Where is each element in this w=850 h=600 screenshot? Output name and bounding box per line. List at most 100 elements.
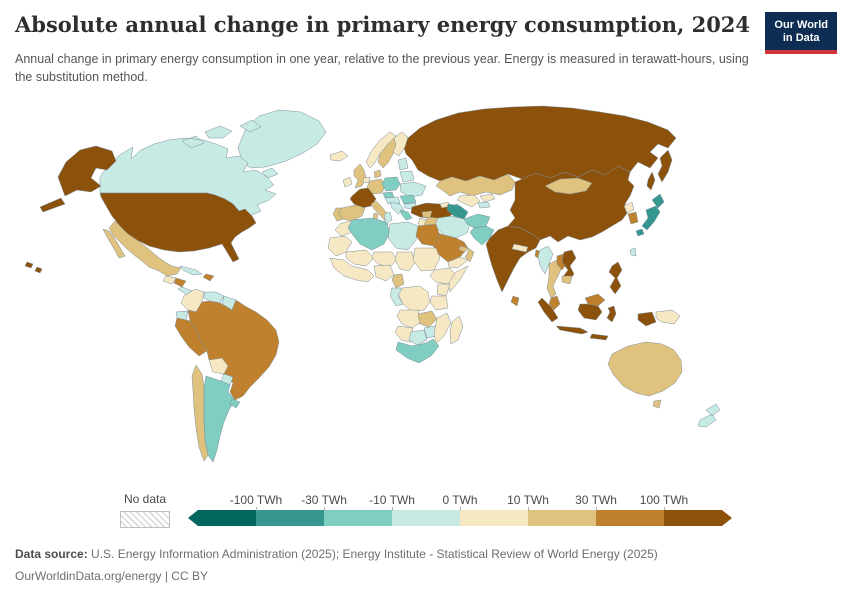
region-uzbekistan[interactable]: Uzbekistan xyxy=(456,194,481,208)
region-malaysia[interactable]: Malaysia xyxy=(548,293,606,311)
region-yemen[interactable]: Yemen xyxy=(447,256,469,269)
region-canada[interactable]: Canada xyxy=(99,119,279,217)
region-hispaniola[interactable]: Dominican Republic xyxy=(202,273,215,282)
legend-tick-label: 100 TWh xyxy=(639,493,689,507)
region-denmark[interactable]: Denmark xyxy=(373,169,382,179)
region-united-states[interactable]: United States xyxy=(24,145,257,274)
region-iceland[interactable]: Iceland xyxy=(329,150,349,162)
legend-tick-label: -100 TWh xyxy=(229,493,283,507)
region-austria-hungary[interactable]: Hungary xyxy=(384,196,401,205)
region-mongolia[interactable]: Mongolia xyxy=(544,177,593,195)
region-drc[interactable]: Democratic Republic of Congo xyxy=(397,285,431,313)
region-new-zealand[interactable]: New Zealand xyxy=(697,403,721,428)
legend-color-bar xyxy=(188,510,732,526)
region-philippines[interactable]: Philippines xyxy=(608,261,623,295)
region-greece[interactable]: Greece xyxy=(399,209,413,221)
region-egypt[interactable]: Egypt xyxy=(415,223,441,247)
region-somalia[interactable]: Somalia xyxy=(447,265,469,293)
region-sudan[interactable]: Sudan xyxy=(412,247,441,272)
legend-segment-b5[interactable] xyxy=(460,510,528,526)
region-mali[interactable]: Mali xyxy=(345,249,375,267)
region-bolivia[interactable]: Bolivia xyxy=(208,357,229,375)
region-portugal[interactable]: Portugal xyxy=(332,207,344,222)
region-oman[interactable]: Oman xyxy=(464,247,475,263)
region-kenya[interactable]: Kenya xyxy=(436,283,451,297)
region-botswana[interactable]: Botswana xyxy=(408,329,428,346)
region-honduras[interactable]: Honduras xyxy=(173,277,187,288)
legend-color-scale: -100 TWh -30 TWh -10 TWh 0 TWh 10 TWh 30 TWh 1… xyxy=(188,492,732,526)
region-guatemala[interactable]: Guatemala xyxy=(162,275,177,285)
region-kazakhstan[interactable]: Kazakhstan xyxy=(435,173,516,197)
no-data-swatch[interactable] xyxy=(120,511,170,528)
region-germany[interactable]: Germany xyxy=(366,178,386,195)
region-west-africa[interactable]: West Africa xyxy=(329,257,375,283)
legend-segment-b3[interactable] xyxy=(324,510,392,526)
legend-segment-b8[interactable] xyxy=(664,510,732,526)
legend-segment-b2[interactable] xyxy=(256,510,324,526)
region-australia[interactable]: Australia xyxy=(607,341,683,409)
region-myanmar[interactable]: Myanmar xyxy=(537,245,554,275)
legend-segment-b7[interactable] xyxy=(596,510,664,526)
region-baltics[interactable]: Baltic states xyxy=(397,157,409,171)
region-romania[interactable]: Romania xyxy=(399,194,417,205)
region-nigeria[interactable]: Nigeria xyxy=(373,264,395,282)
region-gabon-congo[interactable]: Gabon xyxy=(389,287,404,307)
legend-tick-label: 10 TWh xyxy=(507,493,549,507)
region-greenland[interactable]: Greenland xyxy=(237,109,327,169)
region-angola[interactable]: Angola xyxy=(396,309,422,329)
region-tanzania[interactable]: Tanzania xyxy=(429,295,449,311)
region-belarus[interactable]: Belarus xyxy=(399,170,415,183)
region-tajikistan[interactable]: Tajikistan xyxy=(477,201,491,209)
region-tunisia[interactable]: Tunisia xyxy=(383,211,393,225)
region-madagascar[interactable]: Madagascar xyxy=(449,315,464,345)
region-uruguay[interactable]: Uruguay xyxy=(229,398,241,409)
region-south-africa[interactable]: South Africa xyxy=(395,338,440,364)
region-indonesia[interactable]: Indonesia xyxy=(537,297,657,341)
region-zambia[interactable]: Zambia xyxy=(417,310,438,328)
legend-segment-b6[interactable] xyxy=(528,510,596,526)
region-ireland[interactable]: Ireland xyxy=(342,176,353,188)
owid-logo[interactable]: Our World in Data xyxy=(765,12,837,54)
region-chad[interactable]: Chad xyxy=(394,251,416,272)
region-sri-lanka[interactable]: Sri Lanka xyxy=(510,295,520,307)
region-kyrgyzstan[interactable]: Kyrgyzstan xyxy=(479,193,496,203)
chart-subtitle: Annual change in primary energy consumpt… xyxy=(15,52,749,84)
legend-segment-b1[interactable] xyxy=(188,510,256,526)
region-niger[interactable]: Niger xyxy=(371,251,398,268)
region-argentina[interactable]: Argentina xyxy=(203,375,236,463)
region-cameroon[interactable]: Cameroon xyxy=(391,273,405,289)
region-mozambique[interactable]: Mozambique xyxy=(433,312,452,345)
legend-tick-label: -10 TWh xyxy=(369,493,415,507)
region-czechia[interactable]: Czechia xyxy=(382,191,395,199)
region-taiwan[interactable]: Taiwan xyxy=(629,247,637,257)
region-ukraine[interactable]: Ukraine xyxy=(399,181,427,198)
region-brazil[interactable]: Brazil xyxy=(187,299,280,401)
region-uae[interactable]: United Arab Emirates xyxy=(458,245,469,253)
region-libya[interactable]: Libya xyxy=(387,221,419,251)
region-papua-new-guinea[interactable]: Papua New Guinea xyxy=(655,309,681,325)
legend-no-data[interactable]: No data xyxy=(120,492,170,528)
region-algeria[interactable]: Algeria xyxy=(347,217,391,251)
region-china[interactable]: China xyxy=(507,165,635,243)
legend-segment-b4[interactable] xyxy=(392,510,460,526)
region-south-korea[interactable]: South Korea xyxy=(627,211,639,225)
region-north-korea[interactable]: North Korea xyxy=(623,201,635,214)
legend-tick-labels: -100 TWh -30 TWh -10 TWh 0 TWh 10 TWh 30 TWh 1… xyxy=(188,492,732,511)
region-poland[interactable]: Poland xyxy=(381,176,401,192)
region-nepal[interactable]: Nepal xyxy=(511,243,529,253)
legend-tick-label: -30 TWh xyxy=(301,493,347,507)
region-sweden[interactable]: Sweden xyxy=(377,137,399,169)
region-uk[interactable]: United Kingdom xyxy=(353,163,367,189)
page-title: Absolute annual change in primary energy… xyxy=(15,12,751,37)
region-pakistan[interactable]: Pakistan xyxy=(469,225,495,246)
region-japan[interactable]: Japan xyxy=(635,193,665,237)
region-netherlands[interactable]: Netherlands xyxy=(362,176,371,184)
data-source-text: U.S. Energy Information Administration (… xyxy=(87,547,658,561)
region-namibia[interactable]: Namibia xyxy=(394,325,414,343)
region-cuba[interactable]: Cuba xyxy=(179,265,203,276)
region-finland[interactable]: Finland xyxy=(392,131,409,157)
region-cambodia[interactable]: Cambodia xyxy=(561,275,573,285)
region-syria[interactable]: Syria xyxy=(421,210,433,219)
region-india[interactable]: India xyxy=(485,225,541,293)
owid-link-line[interactable]: OurWorldinData.org/energy | CC BY xyxy=(15,569,208,583)
